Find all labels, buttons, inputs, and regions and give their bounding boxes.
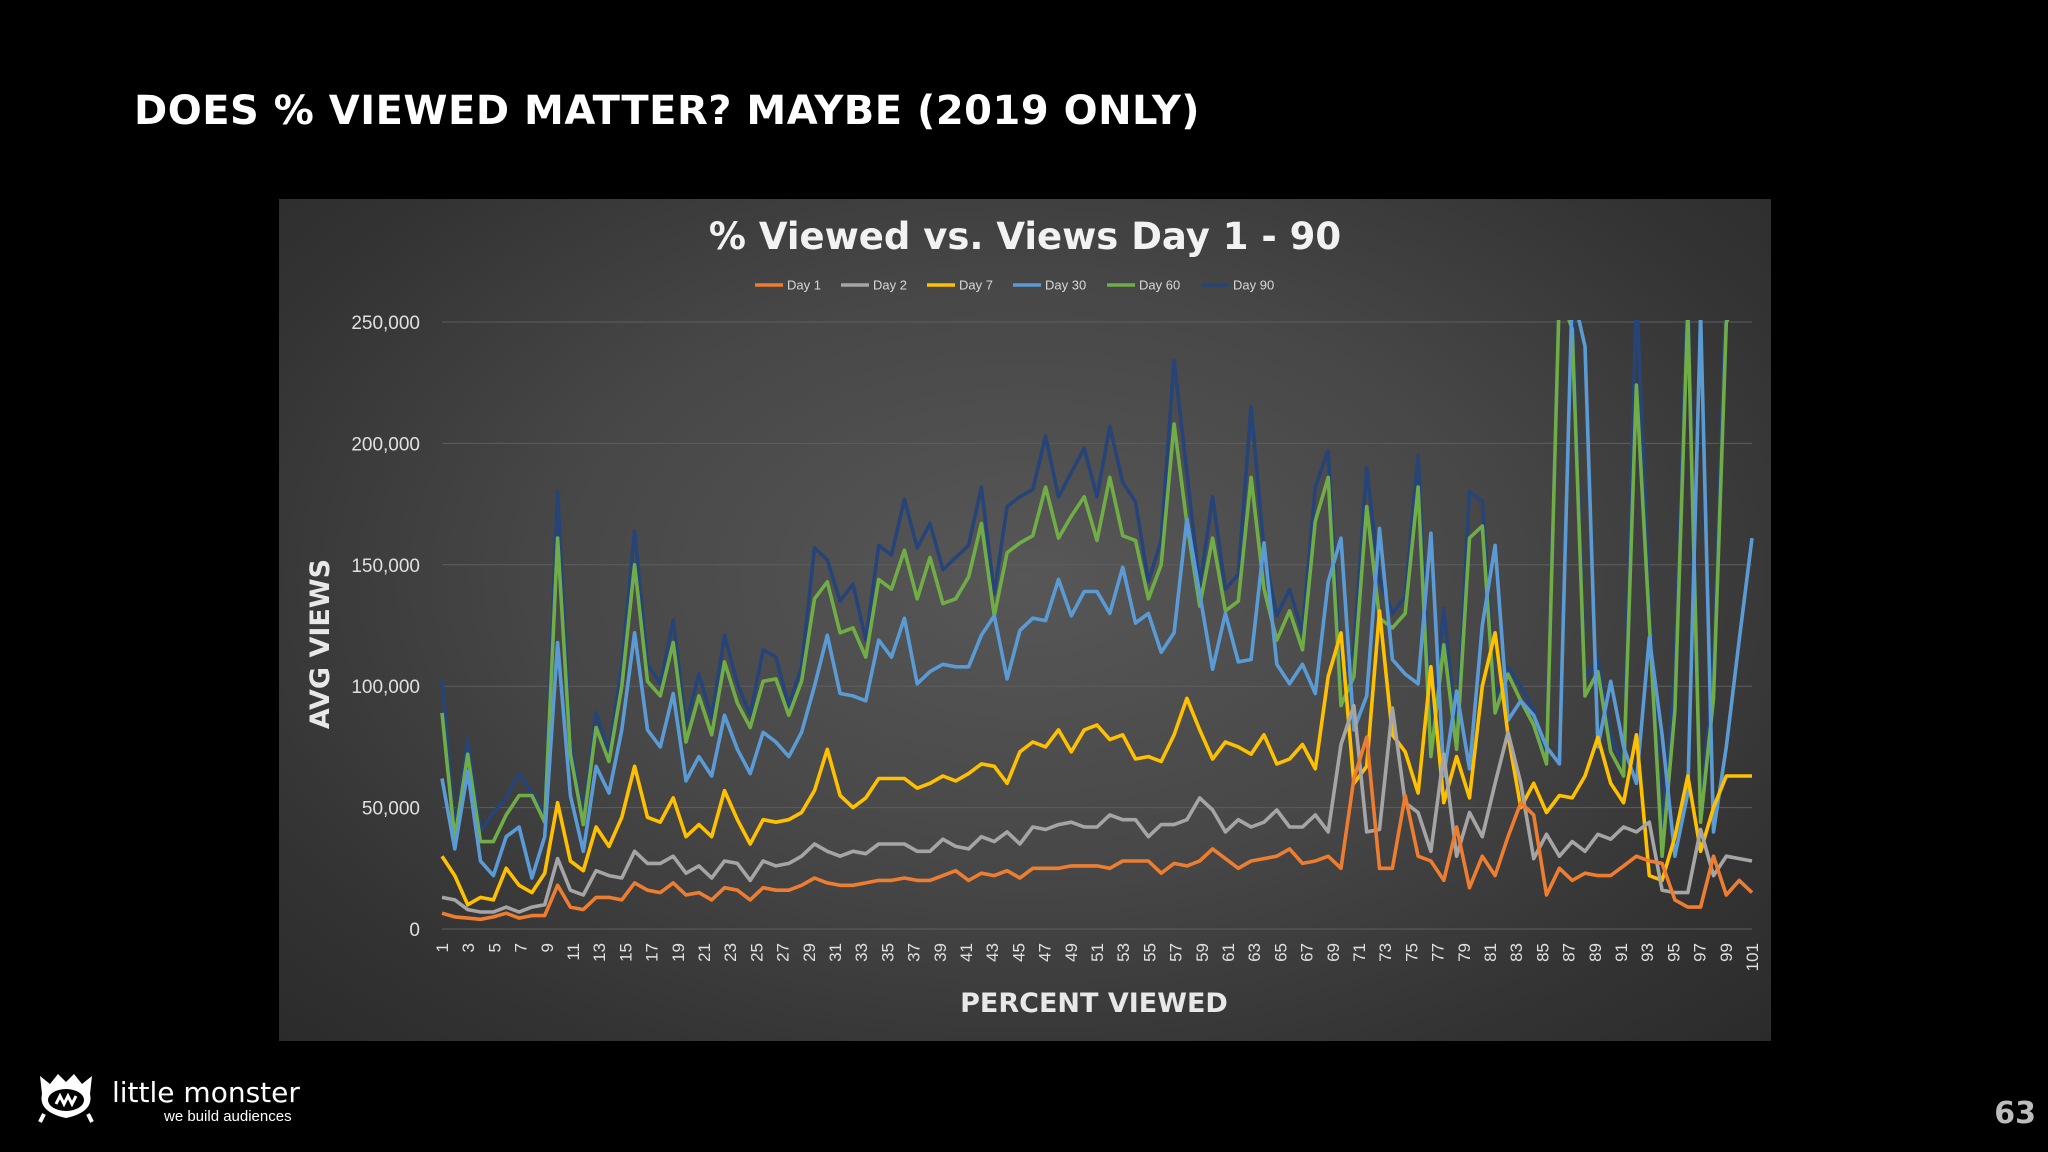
x-tick-label: 15 bbox=[616, 943, 635, 962]
legend-label: Day 60 bbox=[1139, 278, 1180, 293]
company-logo: little monster we build audiences bbox=[34, 1066, 304, 1126]
x-tick-label: 37 bbox=[905, 943, 924, 962]
x-tick-label: 79 bbox=[1455, 943, 1474, 962]
x-tick-label: 13 bbox=[590, 943, 609, 962]
y-tick-label: 200,000 bbox=[351, 434, 420, 455]
chart-panel: % Viewed vs. Views Day 1 - 90 Day 1 Day 2… bbox=[279, 199, 1771, 1041]
x-tick-label: 43 bbox=[983, 943, 1002, 962]
chart-series-lines bbox=[440, 320, 1754, 922]
x-tick-label: 9 bbox=[538, 943, 557, 952]
x-tick-label: 29 bbox=[800, 943, 819, 962]
x-tick-label: 1 bbox=[433, 943, 452, 952]
series-line-day-90 bbox=[440, 320, 1727, 834]
x-tick-label: 41 bbox=[957, 943, 976, 962]
x-tick-label: 95 bbox=[1664, 943, 1683, 962]
x-tick-label: 25 bbox=[747, 943, 766, 962]
x-tick-label: 19 bbox=[669, 943, 688, 962]
legend-label: Day 90 bbox=[1233, 278, 1274, 293]
chart-legend: Day 1 Day 2 Day 7 Day 30 Day 60 Day 90 bbox=[755, 278, 1274, 293]
x-tick-label: 51 bbox=[1088, 943, 1107, 962]
x-tick-label: 87 bbox=[1560, 943, 1579, 962]
chart-grid bbox=[442, 321, 1752, 930]
x-tick-label: 45 bbox=[1009, 943, 1028, 962]
x-tick-label: 35 bbox=[878, 943, 897, 962]
legend-label: Day 1 bbox=[787, 278, 821, 293]
x-tick-label: 31 bbox=[826, 943, 845, 962]
x-tick-label: 47 bbox=[1036, 943, 1055, 962]
x-tick-label: 83 bbox=[1507, 943, 1526, 962]
x-tick-label: 69 bbox=[1324, 943, 1343, 962]
y-tick-label: 100,000 bbox=[351, 677, 420, 698]
y-tick-label: 250,000 bbox=[351, 313, 420, 334]
line-chart: % Viewed vs. Views Day 1 - 90 Day 1 Day 2… bbox=[305, 215, 1762, 1019]
monster-cat-icon bbox=[38, 1074, 94, 1123]
x-tick-label: 21 bbox=[695, 943, 714, 962]
x-tick-label: 27 bbox=[774, 943, 793, 962]
x-tick-label: 17 bbox=[643, 943, 662, 962]
x-tick-label: 85 bbox=[1533, 943, 1552, 962]
legend-label: Day 30 bbox=[1045, 278, 1086, 293]
x-tick-label: 59 bbox=[1193, 943, 1212, 962]
y-tick-label: 50,000 bbox=[362, 799, 420, 820]
series-line-day-1 bbox=[441, 735, 1754, 922]
x-tick-label: 11 bbox=[564, 943, 583, 961]
logo-name: little monster bbox=[112, 1076, 300, 1109]
series-line-day-60 bbox=[440, 320, 1730, 859]
x-tick-label: 71 bbox=[1350, 943, 1369, 962]
x-tick-label: 99 bbox=[1717, 943, 1736, 962]
x-tick-label: 67 bbox=[1298, 943, 1317, 962]
x-tick-label: 5 bbox=[485, 943, 504, 952]
x-tick-label: 73 bbox=[1376, 943, 1395, 962]
series-line-day-30 bbox=[440, 320, 1754, 880]
logo-tagline: we build audiences bbox=[164, 1108, 292, 1125]
x-tick-label: 49 bbox=[1062, 943, 1081, 962]
series-line-day-7 bbox=[440, 609, 1752, 907]
x-tick-label: 39 bbox=[931, 943, 950, 962]
x-tick-label: 81 bbox=[1481, 943, 1500, 962]
series-line-day-2 bbox=[441, 703, 1753, 914]
x-tick-label: 77 bbox=[1429, 943, 1448, 962]
x-tick-label: 89 bbox=[1586, 943, 1605, 962]
y-tick-label: 150,000 bbox=[351, 556, 420, 577]
x-tick-label: 65 bbox=[1271, 943, 1290, 962]
x-tick-label: 97 bbox=[1691, 943, 1710, 962]
x-tick-label: 75 bbox=[1402, 943, 1421, 962]
x-tick-label: 7 bbox=[512, 943, 531, 952]
legend-label: Day 2 bbox=[873, 278, 907, 293]
x-tick-label: 33 bbox=[852, 943, 871, 962]
x-tick-label: 63 bbox=[1245, 943, 1264, 962]
x-tick-label: 53 bbox=[1114, 943, 1133, 962]
x-axis-ticks: 1 3 5 7 9 11 13 15 17 19 21 23 25 27 29 31 33 35 37 39 41 43 4… bbox=[433, 943, 1762, 971]
x-tick-label: 57 bbox=[1167, 943, 1186, 962]
x-tick-label: 101 bbox=[1743, 943, 1762, 971]
page-number: 63 bbox=[1994, 1096, 2036, 1131]
x-tick-label: 55 bbox=[1140, 943, 1159, 962]
x-tick-label: 3 bbox=[459, 943, 478, 952]
x-tick-label: 23 bbox=[721, 943, 740, 962]
y-axis-label: AVG VIEWS bbox=[305, 559, 336, 729]
x-tick-label: 91 bbox=[1612, 943, 1631, 962]
y-tick-label: 0 bbox=[409, 920, 420, 941]
slide-title: DOES % VIEWED MATTER? MAYBE (2019 ONLY) bbox=[134, 88, 1201, 134]
y-axis-ticks: 0 50,000 100,000 150,000 200,000 250,000 bbox=[351, 313, 420, 941]
x-axis-label: PERCENT VIEWED bbox=[960, 988, 1228, 1019]
x-tick-label: 61 bbox=[1219, 943, 1238, 962]
legend-label: Day 7 bbox=[959, 278, 993, 293]
chart-title: % Viewed vs. Views Day 1 - 90 bbox=[709, 215, 1341, 258]
x-tick-label: 93 bbox=[1638, 943, 1657, 962]
